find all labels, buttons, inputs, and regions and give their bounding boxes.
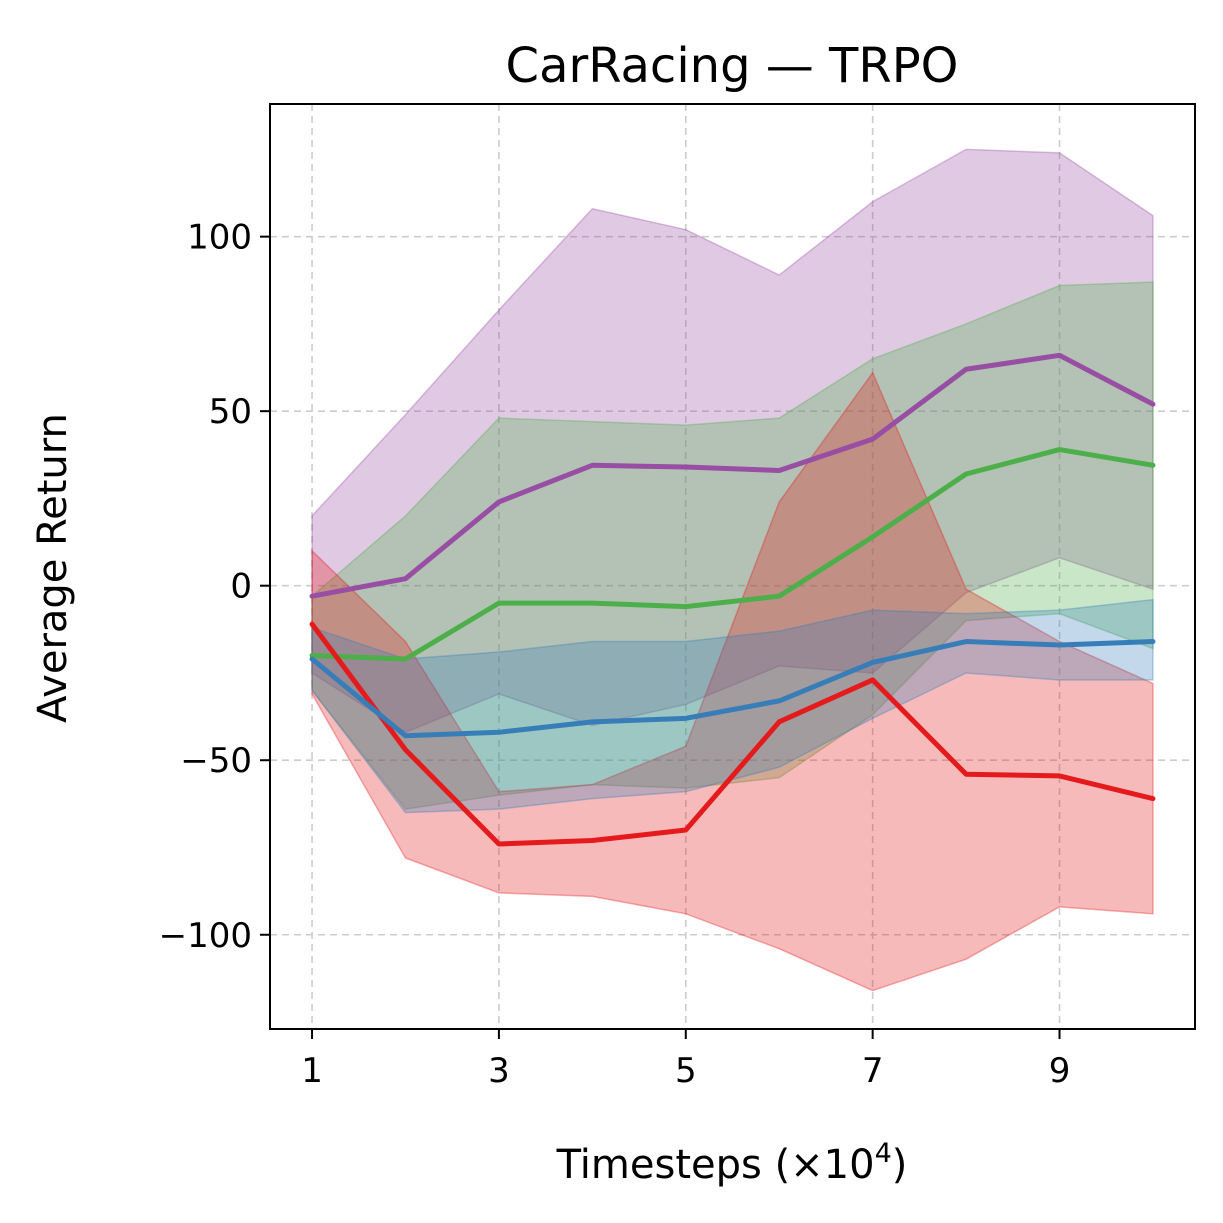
chart-title: CarRacing — TRPO [506,38,959,94]
x-axis-label: Timesteps (×104) [556,1138,908,1188]
series-blue-line [309,639,1156,739]
series-purple-band [311,148,1154,734]
y-axis-label: Average Return [30,413,76,723]
y-tick-label-0: −100 [159,916,252,956]
y-tick-label-1: −50 [180,741,252,781]
plot-frame [269,103,1196,1030]
x-tick-label-2: 5 [675,1051,697,1091]
series-green-line [309,447,1156,662]
y-tick-label-3: 50 [209,392,252,432]
series-purple-line [309,352,1156,599]
x-axis-label-exponent: 4 [875,1138,892,1169]
series-lines [309,352,1156,847]
x-tick-label-1: 3 [488,1051,510,1091]
y-tick-label-4: 100 [187,218,252,258]
x-tick-label-0: 1 [301,1051,323,1091]
axis-ticks: 1 3 5 7 9 −100 −50 0 50 100 [159,218,1071,1091]
grid-lines [270,104,1195,1029]
confidence-bands [311,148,1154,992]
x-tick-label-3: 7 [862,1051,884,1091]
series-red-line [309,621,1156,847]
series-blue-band [311,598,1154,814]
y-tick-label-2: 0 [230,567,252,607]
series-green-band [311,281,1154,810]
series-red-band [311,371,1154,992]
x-axis-label-prefix: Timesteps (×10 [556,1142,875,1188]
x-tick-label-4: 9 [1049,1051,1071,1091]
x-axis-label-suffix: ) [892,1142,908,1188]
